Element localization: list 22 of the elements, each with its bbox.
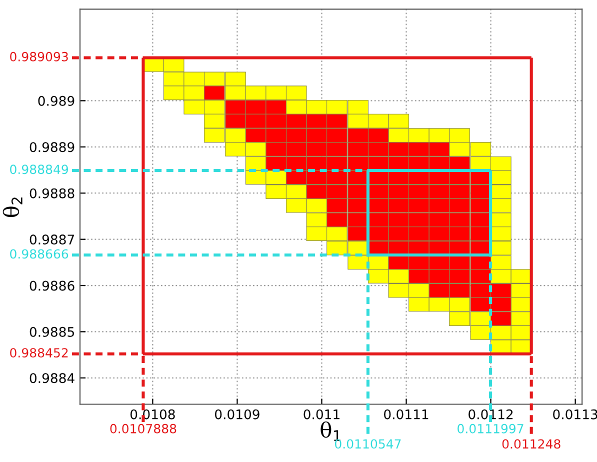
- x-tick-label: 0.0108: [130, 409, 175, 420]
- x-tick-label: 0.0111: [384, 409, 428, 420]
- x-tick-label: 0.011: [304, 409, 340, 420]
- ref-line-label: 0.989093: [10, 52, 68, 62]
- y-tick-label: 0.9886: [30, 280, 74, 291]
- y-tick-label: 0.9888: [30, 188, 74, 198]
- ref-line-label: 0.988666: [10, 249, 68, 259]
- x-tick-label: 0.0113: [553, 409, 597, 420]
- x-tick-label: 0.0112: [468, 409, 513, 420]
- y-tick-label: 0.989: [38, 96, 74, 106]
- ref-line-label: 0.988849: [10, 164, 68, 174]
- ref-line-label: 0.988452: [10, 348, 68, 358]
- ref-line-label: 0.0107888: [110, 424, 176, 434]
- ref-line-label: 0.0110547: [335, 439, 401, 449]
- y-tick-label: 0.9885: [30, 326, 74, 337]
- y-tick-label: 0.9889: [30, 142, 74, 152]
- y-tick-label: 0.9887: [30, 234, 74, 245]
- x-tick-label: 0.0109: [215, 409, 260, 420]
- ref-line-label: 0.0111997: [458, 424, 524, 434]
- ref-line-label: 0.011248: [502, 439, 560, 449]
- y-tick-label: 0.9884: [30, 373, 74, 384]
- y-axis-title: θ$_{2}$: [2, 198, 22, 218]
